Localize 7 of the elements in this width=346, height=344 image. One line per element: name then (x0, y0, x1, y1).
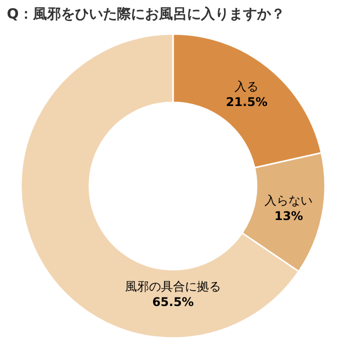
data-label: 21.5% (226, 94, 268, 109)
slice-label: 風邪の具合に拠る (125, 279, 221, 294)
data-label: 65.5% (152, 294, 194, 309)
chart-title: Q：風邪をひいた際にお風呂に入りますか？ (6, 6, 285, 22)
slice-label: 入らない (264, 193, 313, 208)
slice-label: 入る (234, 79, 259, 94)
data-label: 13% (274, 208, 304, 223)
